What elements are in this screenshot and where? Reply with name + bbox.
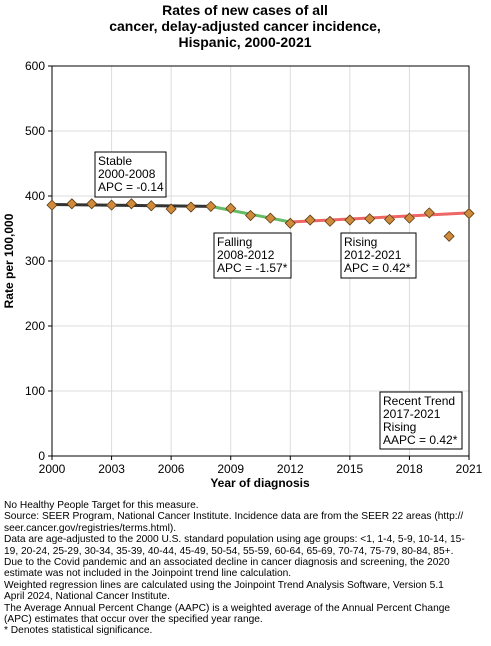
- data-point-marker: [145, 200, 157, 212]
- data-point-marker: [205, 200, 217, 212]
- data-point-marker: [463, 207, 475, 220]
- data-point-marker: [324, 215, 336, 227]
- annotation-text: Stable: [98, 154, 132, 168]
- x-axis-ticks: 2000 2003 2006 2009 2012 2015 2018 2021: [39, 456, 483, 476]
- footnote-line: April 2024, National Cancer Institute.: [4, 591, 170, 603]
- y-tick-label: 200: [25, 319, 45, 333]
- footnote-line: (APC) estimates that occur over the spec…: [4, 614, 263, 626]
- footnote-line: * Denotes statistical significance.: [4, 625, 153, 637]
- data-point-marker: [423, 207, 435, 219]
- data-point-marker: [264, 212, 276, 224]
- annotation-text: Rising: [344, 235, 377, 249]
- footnotes: No Healthy People Target for this measur…: [4, 500, 490, 637]
- annotation-frame: [94, 151, 167, 198]
- data-point-marker: [384, 213, 396, 225]
- annotation-text: APC = -0.14: [98, 180, 164, 194]
- x-axis-title: Year of diagnosis: [210, 476, 310, 490]
- footnote-line: Data are age-adjusted to the 2000 U.S. s…: [4, 534, 465, 546]
- data-point-marker: [225, 202, 237, 214]
- data-point-marker: [106, 199, 118, 211]
- y-axis-title: Rate per 100,000: [2, 213, 16, 308]
- annotation-text: 2012-2021: [344, 248, 402, 262]
- x-tick-label: 2006: [158, 462, 185, 476]
- title-line-2: cancer, delay-adjusted cancer incidence,: [109, 18, 381, 34]
- data-point-marker: [344, 214, 356, 226]
- chart-figure: Rates of new cases of all cancer, delay-…: [2, 2, 483, 490]
- y-tick-label: 0: [38, 449, 45, 463]
- data-point-marker: [66, 198, 78, 210]
- annotation-text: 2008-2012: [217, 248, 275, 262]
- y-axis-ticks: 0 100 200 300 400 500 600: [25, 59, 52, 463]
- title-line-1: Rates of new cases of all: [162, 2, 328, 18]
- annotation-text: APC = 0.42*: [344, 261, 411, 275]
- x-tick-label: 2003: [98, 462, 125, 476]
- annotation-text: Falling: [217, 235, 252, 249]
- trend-segment-line: [290, 211, 470, 224]
- data-point-marker: [245, 209, 257, 222]
- footnote-line: estimate was not included in the Joinpoi…: [4, 568, 292, 580]
- x-tick-label: 2009: [217, 462, 244, 476]
- x-tick-label: 2015: [337, 462, 364, 476]
- x-tick-label: 2018: [396, 462, 423, 476]
- x-tick-label: 2000: [39, 462, 66, 476]
- data-point-marker: [86, 198, 98, 210]
- data-point-marker: [443, 230, 455, 242]
- data-point-marker: [304, 214, 316, 226]
- annotation-text: Rising: [383, 420, 416, 434]
- y-tick-label: 300: [25, 254, 45, 268]
- footnote-line: 19, 20-24, 25-29, 30-34, 35-39, 40-44, 4…: [4, 545, 454, 557]
- data-point-marker: [46, 199, 58, 211]
- annotation-text: 2000-2008: [98, 167, 156, 181]
- x-tick-label: 2021: [456, 462, 483, 476]
- annotation-frame: [213, 232, 292, 279]
- data-markers: [46, 198, 475, 242]
- data-point-marker: [185, 201, 197, 213]
- data-point-marker: [403, 212, 415, 224]
- y-tick-label: 500: [25, 124, 45, 138]
- y-tick-label: 600: [25, 59, 45, 73]
- data-point-marker: [364, 213, 376, 225]
- annotation-frame: [379, 391, 463, 450]
- data-point-marker: [165, 203, 177, 215]
- data-point-marker: [284, 217, 296, 229]
- annotation-text: AAPC = 0.42*: [383, 433, 458, 447]
- y-tick-label: 400: [25, 189, 45, 203]
- footnote-line: No Healthy People Target for this measur…: [4, 500, 199, 511]
- annotation-frame: [340, 232, 417, 279]
- annotation-text: Recent Trend: [383, 394, 455, 408]
- data-point-marker: [125, 198, 137, 210]
- footnote-line: seer.cancer.gov/registries/terms.html).: [4, 522, 177, 534]
- annotation-text: 2017-2021: [383, 407, 441, 421]
- footnote-line: Weighted regression lines are calculated…: [4, 579, 444, 591]
- footnote-line: The Average Annual Percent Change (AAPC)…: [4, 602, 451, 614]
- annotation-text: APC = -1.57*: [217, 261, 288, 275]
- title-line-3: Hispanic, 2000-2021: [178, 34, 311, 50]
- footnote-line: Source: SEER Program, National Cancer In…: [4, 511, 464, 523]
- footnote-line: Due to the Covid pandemic and an associa…: [4, 557, 450, 569]
- chart-title: Rates of new cases of all cancer, delay-…: [109, 2, 381, 50]
- y-tick-label: 100: [25, 384, 45, 398]
- x-tick-label: 2012: [277, 462, 304, 476]
